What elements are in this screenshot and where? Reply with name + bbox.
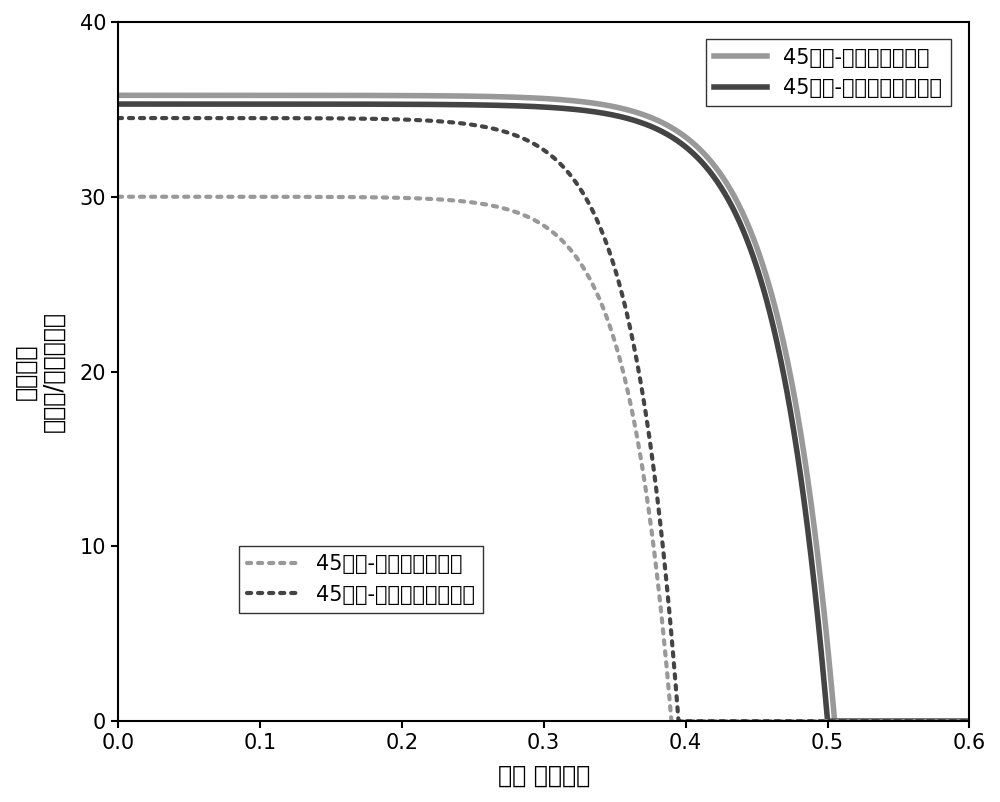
Y-axis label: 电流密度
（毫安/平方厘米）: 电流密度 （毫安/平方厘米）: [14, 311, 66, 432]
Legend: 45天后-涂层的光伏面板, 45天后-未处理的光伏面板: 45天后-涂层的光伏面板, 45天后-未处理的光伏面板: [239, 546, 483, 613]
X-axis label: 电压 （伏特）: 电压 （伏特）: [498, 764, 590, 788]
